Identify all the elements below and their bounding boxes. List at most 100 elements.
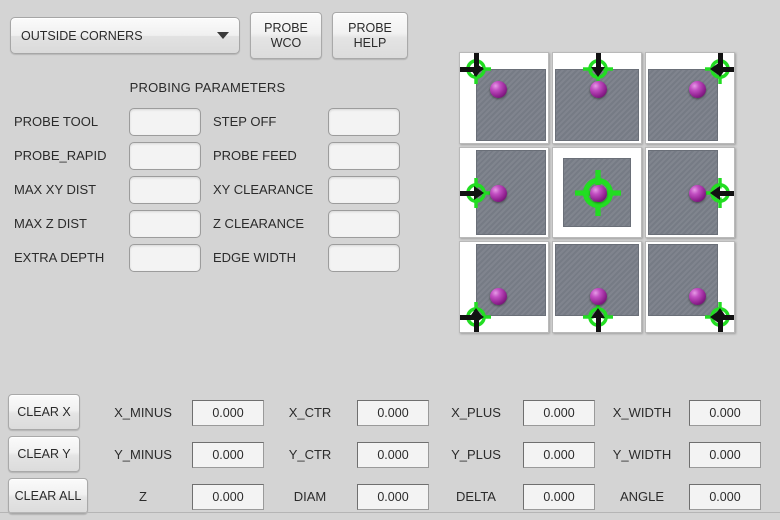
probe-bottom-left-corner[interactable]: [459, 241, 549, 333]
param-input-left[interactable]: [129, 108, 201, 136]
param-input-left[interactable]: [129, 210, 201, 238]
clear-all-button[interactable]: CLEAR ALL: [8, 478, 88, 514]
param-input-left[interactable]: [129, 244, 201, 272]
probe-right-edge[interactable]: [645, 146, 735, 239]
workpiece-block: [476, 244, 546, 316]
param-input-right[interactable]: [328, 176, 400, 204]
probe-wco-button[interactable]: PROBE WCO: [250, 12, 322, 59]
workpiece-block: [555, 244, 639, 316]
probe-top-edge[interactable]: [552, 52, 642, 144]
workpiece-block: [648, 69, 718, 141]
workpiece-block: [476, 69, 546, 141]
param-input-right[interactable]: [328, 108, 400, 136]
probe-bottom-edge[interactable]: [552, 241, 642, 333]
clear-x-button[interactable]: CLEAR X: [8, 394, 80, 430]
probe-direction-arrow-stem: [717, 317, 723, 332]
chevron-down-icon: [217, 32, 229, 39]
probe-help-button[interactable]: PROBE HELP: [332, 12, 408, 59]
param-label-left: PROBE TOOL: [14, 114, 99, 129]
probe-ball-icon: [689, 288, 706, 306]
readout-label: X_MINUS: [114, 405, 172, 420]
readout-label: Y_MINUS: [114, 447, 172, 462]
probe-ball-icon: [589, 288, 607, 306]
readout-label: X_PLUS: [451, 405, 501, 420]
probe-ball-icon: [589, 81, 607, 98]
readout-row: Y_MINUS 0.000 Y_CTR 0.000 Y_PLUS 0.000 Y_WIDTH…: [0, 442, 780, 468]
probe-direction-arrow-stem: [460, 66, 474, 72]
probe-direction-arrow-stem: [473, 317, 479, 332]
probe-direction-arrow-left-icon: [710, 62, 720, 76]
probing-parameters-title: PROBING PARAMETERS: [129, 80, 286, 95]
param-input-left[interactable]: [129, 176, 201, 204]
bottom-divider: [0, 512, 780, 513]
param-label-right: STEP OFF: [213, 114, 277, 129]
readout-value[interactable]: 0.000: [689, 400, 761, 426]
probe-direction-arrow-stem: [717, 53, 723, 67]
probe-direction-arrow-right-icon: [474, 186, 484, 201]
probe-mode-select[interactable]: OUTSIDE CORNERS: [10, 17, 240, 54]
param-row: PROBE_RAPID PROBE FEED: [0, 142, 415, 170]
readout-value[interactable]: 0.000: [357, 484, 429, 510]
param-label-right: PROBE FEED: [213, 148, 297, 163]
probe-ball-icon: [589, 184, 607, 202]
param-row: EXTRA DEPTH EDGE WIDTH: [0, 244, 415, 272]
probe-direction-arrow-stem: [460, 314, 474, 320]
readout-value[interactable]: 0.000: [523, 442, 595, 468]
probe-top-left-corner[interactable]: [459, 52, 549, 144]
probe-direction-arrow-stem: [473, 53, 479, 67]
param-label-right: EDGE WIDTH: [213, 250, 297, 265]
probe-direction-arrow-left-icon: [710, 310, 720, 325]
probe-direction-arrow-up-icon: [713, 307, 727, 318]
readout-label: Y_PLUS: [451, 447, 501, 462]
param-label-left: PROBE_RAPID: [14, 148, 107, 163]
probe-pattern-grid[interactable]: [459, 52, 735, 333]
readout-value[interactable]: 0.000: [357, 442, 429, 468]
readout-label: X_WIDTH: [612, 405, 672, 420]
probe-direction-arrow-down-icon: [713, 67, 727, 77]
readout-value[interactable]: 0.000: [523, 400, 595, 426]
probe-direction-arrow-up-icon: [591, 307, 605, 318]
readout-label: Y_WIDTH: [612, 447, 672, 462]
probe-bottom-right-corner[interactable]: [645, 241, 735, 333]
param-input-right[interactable]: [328, 244, 400, 272]
param-label-right: XY CLEARANCE: [213, 182, 314, 197]
probe-direction-arrow-stem: [595, 317, 601, 332]
param-input-right[interactable]: [328, 210, 400, 238]
probe-ball-icon: [490, 81, 507, 98]
param-row: PROBE TOOL STEP OFF: [0, 108, 415, 136]
readout-value[interactable]: 0.000: [192, 442, 264, 468]
probe-ball-icon: [689, 81, 706, 98]
readout-label: Y_CTR: [288, 447, 332, 462]
param-row: MAX XY DIST XY CLEARANCE: [0, 176, 415, 204]
probe-center[interactable]: [552, 146, 642, 239]
probe-mode-selected-value: OUTSIDE CORNERS: [21, 28, 143, 43]
probe-direction-arrow-stem: [460, 190, 474, 196]
probe-top-right-corner[interactable]: [645, 52, 735, 144]
readout-value[interactable]: 0.000: [192, 484, 264, 510]
readout-value[interactable]: 0.000: [357, 400, 429, 426]
readout-value[interactable]: 0.000: [192, 400, 264, 426]
param-label-right: Z CLEARANCE: [213, 216, 305, 231]
readout-value[interactable]: 0.000: [689, 442, 761, 468]
probe-ball-icon: [490, 288, 507, 306]
probe-direction-arrow-right-icon: [474, 62, 484, 76]
clear-y-button[interactable]: CLEAR Y: [8, 436, 80, 472]
probe-direction-arrow-stem: [720, 190, 734, 196]
probe-direction-arrow-stem: [720, 314, 734, 320]
readout-value[interactable]: 0.000: [689, 484, 761, 510]
crosshair-target-icon: [575, 170, 621, 221]
readout-label: Z: [139, 489, 147, 504]
workpiece-block: [648, 244, 718, 316]
readout-label: DIAM: [293, 489, 327, 504]
probe-direction-arrow-stem: [720, 66, 734, 72]
param-input-left[interactable]: [129, 142, 201, 170]
readout-row: Z 0.000 DIAM 0.000 DELTA 0.000 ANGLE 0.000: [0, 484, 780, 510]
readout-row: X_MINUS 0.000 X_CTR 0.000 X_PLUS 0.000 X_WIDTH…: [0, 400, 780, 426]
probe-left-edge[interactable]: [459, 146, 549, 239]
probe-ball-icon: [490, 184, 507, 202]
param-input-right[interactable]: [328, 142, 400, 170]
readout-value[interactable]: 0.000: [523, 484, 595, 510]
readout-label: X_CTR: [288, 405, 332, 420]
probe-ball-icon: [689, 184, 706, 202]
readout-label: DELTA: [456, 489, 496, 504]
